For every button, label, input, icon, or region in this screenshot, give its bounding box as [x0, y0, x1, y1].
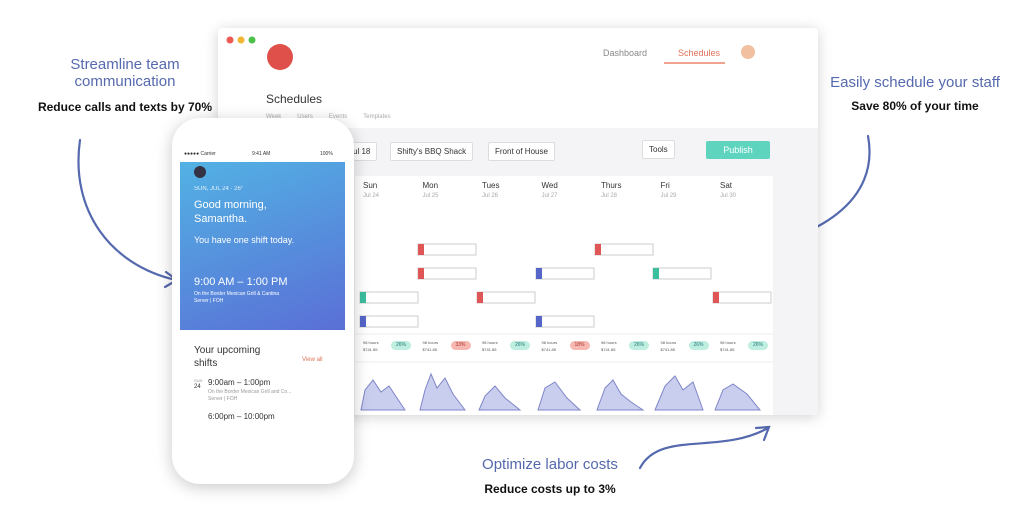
hours: 98 hours: [541, 340, 558, 345]
desktop-window: Dashboard Schedules Schedules Week Users E…: [218, 28, 818, 415]
shift-time: 9:00 AM – 1:00 PM: [194, 276, 288, 288]
callout-title: Streamline team communication: [70, 56, 180, 90]
avatar: [741, 45, 755, 59]
hero: [180, 162, 345, 330]
pct-pill: 26%: [510, 341, 530, 350]
up-date: 24: [194, 384, 201, 390]
shifts: [355, 243, 773, 411]
phone: ●●●●● Carrier 9:41 AM 100% SUN, JUL 24 ·…: [172, 118, 354, 484]
phone-screen: ●●●●● Carrier 9:41 AM 100% SUN, JUL 24 ·…: [180, 148, 345, 430]
up-time: 9:00am – 1:00pm: [208, 378, 271, 387]
dot: [237, 36, 245, 44]
shift-role: Server | FOH: [194, 298, 224, 304]
tools-button[interactable]: Tools: [642, 140, 675, 159]
tab[interactable]: Users: [297, 114, 313, 120]
hours: 98 hours: [660, 340, 677, 345]
page-title: Schedules: [266, 92, 323, 106]
greeting: Good morning, Samantha.: [194, 199, 267, 225]
day-name: Sat: [720, 181, 733, 190]
hours: 98 hours: [720, 340, 736, 345]
tab[interactable]: Week: [266, 114, 282, 120]
filter[interactable]: Shifty's BBQ Shack: [390, 142, 474, 161]
status: 9:41 AM: [252, 151, 271, 157]
pct-pill: 26%: [629, 341, 649, 350]
callout-title: Optimize labor costs: [482, 456, 618, 473]
day-date: Jul 28: [601, 193, 618, 199]
dot: [226, 36, 234, 44]
hours: 98 hours: [482, 340, 498, 345]
shift-note: You have one shift today.: [194, 235, 295, 245]
status: ●●●●● Carrier: [184, 151, 216, 157]
callout-title: Easily schedule your staff: [830, 74, 1000, 91]
callout-subtitle: Save 80% of your time: [851, 99, 979, 113]
day-name: Thurs: [601, 181, 622, 190]
filter[interactable]: Front of House: [488, 142, 555, 161]
arrow: [638, 426, 770, 470]
pct-pill: 26%: [688, 341, 709, 350]
upcoming-title: Your upcoming shifts: [194, 345, 261, 369]
up-role: Server | FOH: [208, 396, 238, 402]
day-date: Jul 30: [720, 193, 737, 199]
callout-subtitle: Reduce calls and texts by 70%: [37, 100, 213, 114]
cost: $741.85: [541, 347, 556, 352]
arrow: [77, 138, 178, 282]
view-all[interactable]: View all: [302, 357, 323, 363]
up-place: On the Border Mexican Grill and Co...: [208, 389, 292, 395]
tabs: Week Users Events Templates: [266, 114, 391, 120]
date-line: SUN, JUL 24 · 26°: [194, 186, 244, 192]
up-day: SUN: [194, 378, 203, 383]
pct-pill: 26%: [391, 341, 411, 350]
hours: 98 hours: [363, 340, 379, 345]
pct-pill: 26%: [748, 341, 768, 350]
day-name: Tues: [482, 181, 500, 190]
hours: 98 hours: [601, 340, 617, 345]
day-name: Mon: [422, 181, 439, 190]
cost: $741.85: [422, 347, 437, 352]
day-date: Jul 29: [660, 193, 677, 199]
day-name: Wed: [541, 181, 558, 190]
day-name: Sun: [363, 181, 378, 190]
callout-subtitle: Reduce costs up to 3%: [484, 482, 616, 496]
avatar: [194, 166, 206, 178]
hours: 98 hours: [422, 340, 439, 345]
pct-pill: 33%: [450, 341, 471, 350]
day-date: Jul 24: [363, 193, 380, 199]
cost: $741.85: [720, 347, 735, 352]
day-date: Jul 25: [422, 193, 439, 199]
cost: $741.85: [482, 347, 497, 352]
day-date: Jul 26: [482, 193, 499, 199]
nav-item[interactable]: Dashboard: [603, 48, 648, 58]
cost: $741.85: [660, 347, 675, 352]
day-date: Jul 27: [541, 193, 558, 199]
day-name: Fri: [660, 181, 670, 190]
cost: $741.85: [601, 347, 616, 352]
shift-place: On the Border Mexican Grill & Cantina: [194, 291, 280, 297]
dot: [248, 36, 256, 44]
schedule-grid: Sun Jul 24 98 hours $741.85 26% Mon Jul 25 98 h…: [355, 176, 773, 415]
status: 100%: [320, 151, 333, 157]
window-chrome: [226, 36, 755, 70]
publish-button[interactable]: Publish: [706, 141, 770, 159]
up-time: 6:00pm – 10:00pm: [208, 412, 275, 421]
nav-item[interactable]: Schedules: [678, 48, 721, 58]
tab[interactable]: Templates: [363, 114, 391, 120]
cost: $741.85: [363, 347, 378, 352]
logo: [267, 44, 293, 70]
pct-pill: 18%: [569, 341, 590, 350]
arrow-head: [754, 425, 771, 442]
tab[interactable]: Events: [328, 114, 348, 120]
